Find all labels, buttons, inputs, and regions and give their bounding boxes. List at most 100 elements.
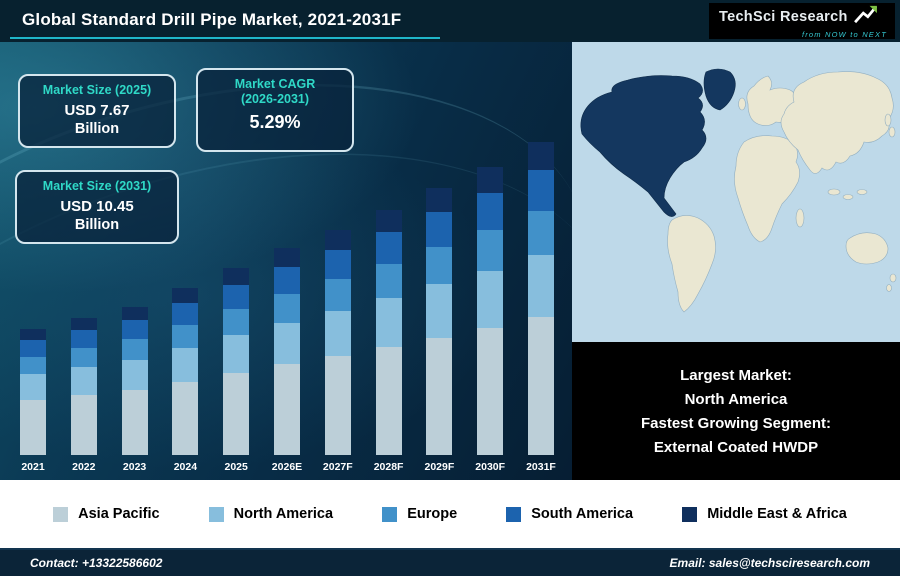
bar-segment-south-america — [375, 231, 402, 264]
stacked-bar-2027F — [324, 229, 351, 455]
legend-swatch — [682, 506, 698, 522]
bar-segment-south-america — [20, 340, 46, 357]
bar-segment-south-america — [273, 267, 300, 294]
island-indonesia — [842, 194, 854, 200]
bar-segment-south-america — [172, 303, 199, 325]
card-label: (2026-2031) — [240, 92, 310, 106]
bar-column-2027F: 2027F — [315, 229, 361, 474]
bar-segment-middle-east-africa — [273, 248, 300, 268]
stacked-bar-2026E — [273, 248, 300, 455]
bar-chart: 2021 2022 2023 2024 2025 2026E 2027F 2028F 2029F… — [10, 142, 564, 474]
bar-segment-asia-pacific — [375, 347, 402, 455]
bar-segment-middle-east-africa — [70, 317, 97, 331]
bar-segment-europe — [527, 211, 554, 255]
bar-column-2026E: 2026E — [264, 248, 310, 474]
bar-segment-europe — [426, 246, 453, 284]
card-unit: Billion — [74, 217, 120, 233]
island-new-zealand — [889, 273, 897, 283]
footer-contact: Contact: +13322586602 — [30, 556, 163, 570]
bar-segment-south-america — [121, 320, 148, 340]
bar-segment-europe — [477, 230, 504, 271]
stacked-bar-2030F — [477, 166, 504, 455]
bar-segment-asia-pacific — [70, 394, 97, 455]
legend-label: South America — [531, 506, 634, 522]
bar-segment-south-america — [223, 284, 250, 310]
island-madagascar — [795, 208, 805, 228]
header-bar: Global Standard Drill Pipe Market, 2021-… — [0, 0, 900, 42]
bar-segment-asia-pacific — [426, 337, 453, 455]
bar-segment-asia-pacific — [121, 389, 148, 455]
stacked-bar-2025 — [223, 267, 250, 455]
bar-segment-north-america — [121, 360, 148, 390]
island-japan — [884, 113, 892, 127]
world-map — [572, 42, 900, 342]
island-indonesia — [827, 188, 841, 196]
bar-column-2029F: 2029F — [416, 187, 462, 474]
bar-segment-middle-east-africa — [426, 187, 453, 212]
legend-label: North America — [233, 506, 334, 522]
x-axis-label: 2030F — [475, 461, 506, 473]
x-axis-label: 2022 — [72, 461, 96, 473]
continent-north-america — [580, 75, 707, 217]
bar-segment-europe — [20, 356, 46, 375]
logo-tagline: from NOW to NEXT — [801, 30, 887, 39]
legend-item-asia-pacific: Asia Pacific — [53, 506, 160, 522]
logo-text: TechSci Research — [719, 8, 848, 25]
x-axis-label: 2031F — [526, 461, 556, 473]
bar-column-2022: 2022 — [61, 317, 107, 474]
bar-segment-south-america — [527, 170, 554, 212]
bar-segment-north-america — [527, 254, 554, 318]
bar-column-2025: 2025 — [213, 267, 259, 474]
legend-swatch — [382, 506, 398, 522]
x-axis-label: 2027F — [322, 461, 353, 473]
island-new-zealand — [886, 284, 892, 292]
legend-item-middle-east-africa: Middle East & Africa — [682, 506, 847, 522]
bar-segment-north-america — [375, 297, 402, 347]
stacked-bar-2024 — [172, 288, 199, 455]
arrow-icon — [853, 4, 878, 29]
legend-item-south-america: South America — [506, 506, 633, 522]
x-axis-label: 2024 — [173, 461, 198, 473]
legend-label: Middle East & Africa — [707, 506, 847, 522]
bar-segment-north-america — [273, 322, 300, 365]
island-uk — [738, 97, 746, 111]
bar-segment-middle-east-africa — [477, 166, 504, 193]
footer-bar: Contact: +13322586602 Email: sales@techs… — [0, 548, 900, 576]
bar-column-2028F: 2028F — [366, 209, 412, 474]
continent-australia — [845, 232, 889, 265]
bar-segment-asia-pacific — [273, 364, 300, 455]
legend-item-europe: Europe — [382, 506, 457, 522]
bar-segment-asia-pacific — [527, 317, 554, 455]
bar-column-2024: 2024 — [162, 288, 208, 474]
legend-item-north-america: North America — [208, 506, 334, 522]
callout-largest-market-value: North America — [684, 390, 788, 408]
stacked-bar-2022 — [70, 317, 97, 455]
stacked-bar-2021 — [20, 329, 46, 455]
bar-segment-middle-east-africa — [121, 306, 148, 321]
bar-segment-europe — [273, 293, 300, 323]
bar-segment-north-america — [20, 374, 46, 400]
bar-segment-europe — [375, 263, 402, 298]
card-value: USD 10.45 — [60, 198, 134, 215]
market-callout: Largest Market: North America Fastest Gr… — [572, 342, 900, 480]
bar-segment-europe — [172, 324, 199, 349]
bar-segment-asia-pacific — [223, 372, 250, 455]
title-underline — [10, 37, 440, 39]
bar-segment-asia-pacific — [172, 381, 199, 455]
bar-column-2021: 2021 — [10, 329, 56, 474]
legend-swatch — [53, 506, 69, 522]
bar-segment-europe — [223, 309, 250, 336]
chart-panel: Market Size (2025) USD 7.67 Billion Mark… — [0, 42, 572, 480]
card-label: Market Size (2031) — [42, 179, 152, 193]
bar-segment-south-america — [324, 250, 351, 280]
bar-column-2031F: 2031F — [518, 142, 564, 474]
stacked-bar-2028F — [375, 209, 402, 455]
bar-segment-south-america — [477, 192, 504, 231]
bar-segment-asia-pacific — [477, 328, 504, 455]
callout-largest-market-label: Largest Market: — [680, 366, 792, 384]
legend: Asia Pacific North America Europe South Ame… — [0, 480, 900, 548]
bar-segment-asia-pacific — [20, 399, 46, 455]
x-axis-label: 2021 — [21, 461, 45, 473]
island-indonesia — [856, 189, 868, 195]
bar-segment-north-america — [223, 335, 250, 373]
